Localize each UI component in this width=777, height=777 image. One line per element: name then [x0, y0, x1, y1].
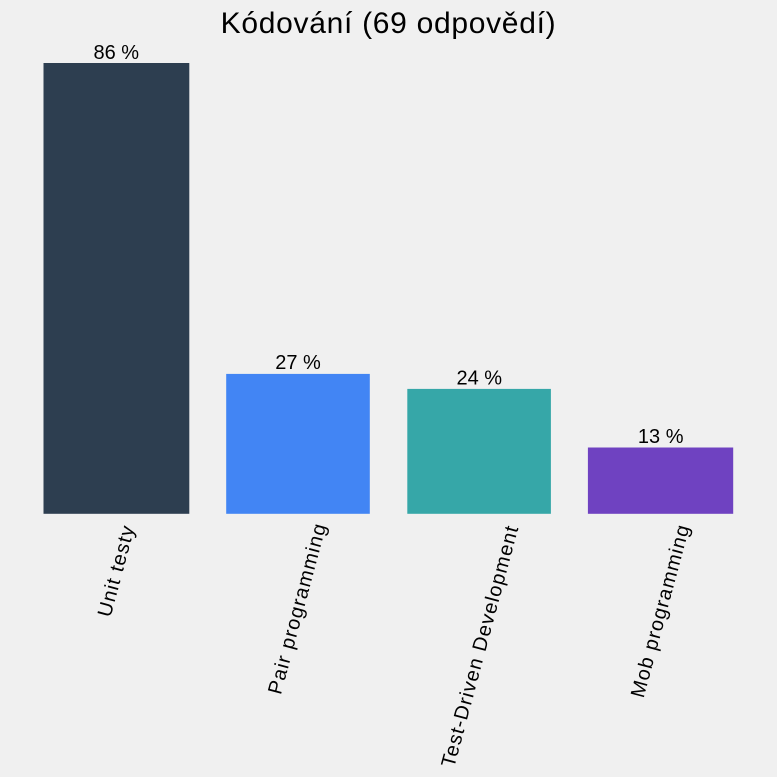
svg-text:86 %: 86 % [94, 42, 140, 64]
svg-text:27 %: 27 % [275, 352, 321, 374]
svg-text:Kódování (69 odpovědí): Kódování (69 odpovědí) [221, 7, 557, 40]
svg-text:13 %: 13 % [638, 426, 684, 448]
svg-text:24 %: 24 % [457, 367, 503, 389]
